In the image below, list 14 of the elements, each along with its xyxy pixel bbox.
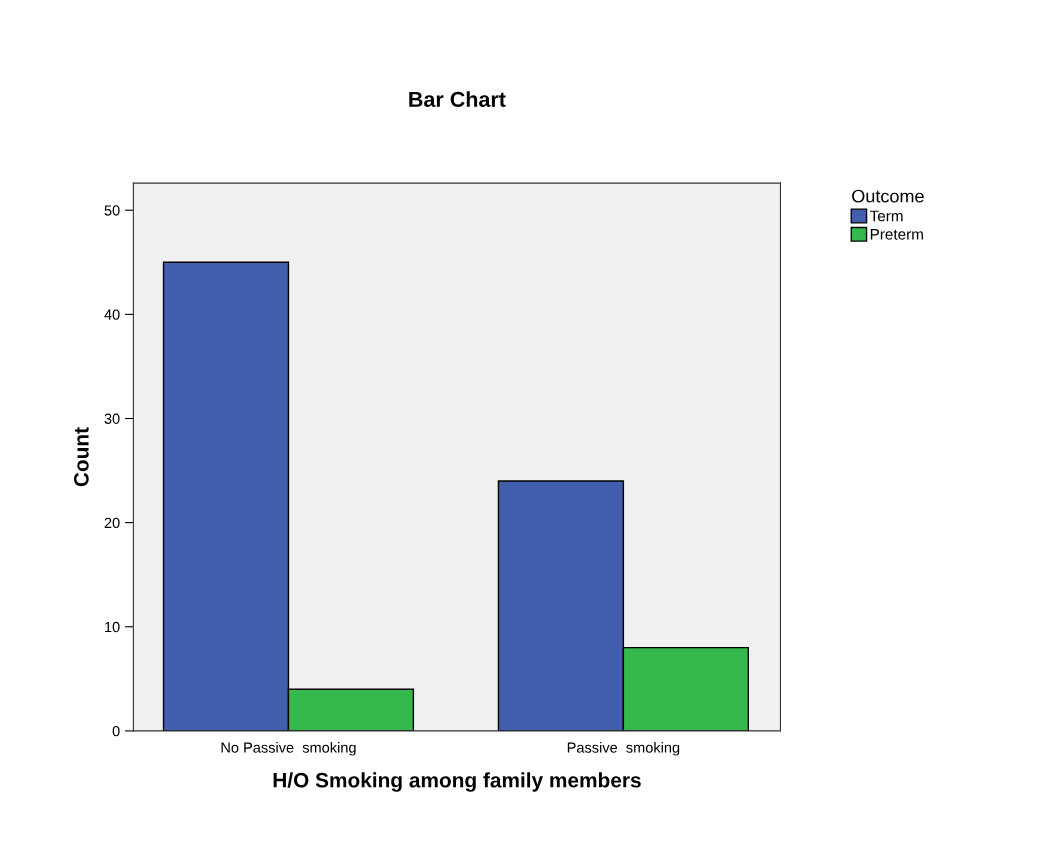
y-tick-label: 40 [104, 309, 120, 320]
legend-label: Preterm [870, 229, 923, 240]
legend-title: Outcome [852, 189, 924, 203]
y-tick-label: 50 [104, 205, 120, 216]
y-tick-label: 0 [112, 726, 120, 737]
y-tick-label: 10 [105, 621, 120, 633]
x-tick-label: No Passive smoking [221, 742, 356, 756]
x-axis-title: H/O Smoking among family members [273, 772, 641, 792]
y-tick-label: 20 [104, 517, 120, 529]
y-axis-title: Count [73, 427, 89, 487]
x-tick-label: Passive smoking [567, 742, 680, 756]
chart-title: Bar Chart [409, 91, 506, 107]
legend-label: Term [869, 210, 903, 222]
y-tick-label: 30 [104, 413, 120, 424]
